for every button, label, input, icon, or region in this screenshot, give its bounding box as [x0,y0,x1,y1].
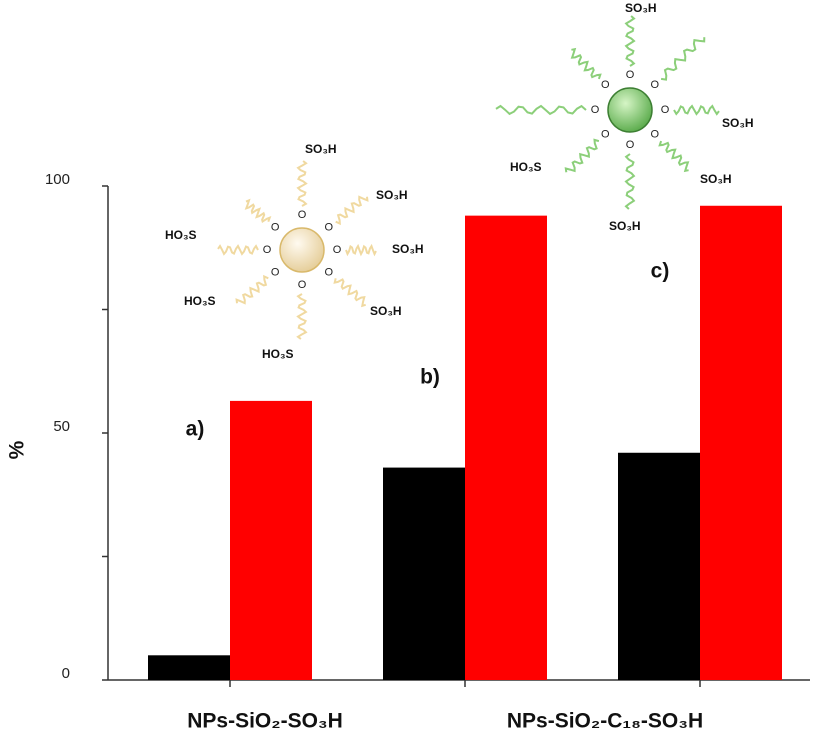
chain [658,140,690,173]
chain [673,104,720,116]
chain [333,278,366,308]
bar [618,452,700,680]
label: SO₃H [625,1,657,15]
molecule-c: O O O O O O O O [495,15,720,210]
oxygen-label: O [601,129,610,141]
chain [235,274,269,305]
label: SO₃H [609,219,641,233]
chain [296,160,308,207]
bar [148,655,230,680]
oxygen-label: O [333,244,342,256]
oxygen-label: O [271,221,280,233]
chain [296,293,308,340]
oxygen-label: O [650,129,659,141]
bar [700,205,782,680]
y-axis-label: % [6,440,29,459]
nanoparticle-a [279,227,325,273]
label: SO₃H [722,116,754,130]
chain [564,138,600,173]
oxygen-label: O [601,79,610,91]
oxygen-label: O [298,279,307,291]
chain [244,198,272,224]
oxygen-label: O [626,69,635,81]
oxygen-label: O [325,221,334,233]
chain [660,37,706,81]
oxygen-label: O [661,104,670,116]
oxygen-label: O [263,244,272,256]
oxygen-label: O [325,266,334,278]
x-axis-label: NPs-SiO₂-SO₃H [187,710,343,733]
label: HO₃S [184,294,216,308]
bar [465,215,547,680]
label: SO₃H [376,188,408,202]
label: SO₃H [370,304,402,318]
chain [217,244,259,256]
nanoparticle-c [607,87,653,133]
oxygen-label: O [298,209,307,221]
label: SO₃H [392,242,424,256]
chain [495,104,587,116]
label: SO₃H [700,172,732,186]
y-tick-label: 0 [62,665,70,682]
oxygen-label: O [626,139,635,151]
y-tick-label: 100 [45,171,70,188]
label: SO₃H [305,142,337,156]
oxygen-label: O [271,266,280,278]
group-annotation: b) [420,366,440,389]
label: HO₃S [262,347,294,361]
oxygen-label: O [591,104,600,116]
bar [383,467,465,680]
bar [230,400,312,680]
molecule-c-labels: SO₃H SO₃H SO₃H HO₃S SO₃H [510,1,754,233]
y-tick-label: 50 [53,418,70,435]
x-axis-label: NPs-SiO₂-C₁₈-SO₃H [507,710,703,733]
oxygen-label: O [650,79,659,91]
label: HO₃S [165,228,197,242]
molecule-a-labels: SO₃H SO₃H SO₃H SO₃H HO₃S HO₃S HO₃S [165,142,424,361]
chain [570,47,602,80]
chain [624,153,636,210]
chain [345,243,377,257]
chain [335,195,369,226]
chain [624,15,636,67]
group-annotation: c) [651,260,670,283]
group-annotation: a) [186,418,205,441]
label: HO₃S [510,160,542,174]
